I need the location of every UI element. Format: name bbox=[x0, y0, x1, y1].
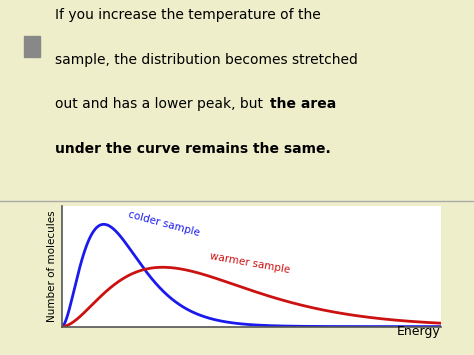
Text: the area: the area bbox=[270, 97, 337, 111]
Text: warmer sample: warmer sample bbox=[209, 251, 291, 275]
Text: sample, the distribution becomes stretched: sample, the distribution becomes stretch… bbox=[55, 53, 357, 67]
Text: out and has a lower peak, but: out and has a lower peak, but bbox=[55, 97, 267, 111]
Y-axis label: Number of molecules: Number of molecules bbox=[47, 211, 57, 322]
Text: If you increase the temperature of the: If you increase the temperature of the bbox=[55, 8, 320, 22]
Text: colder sample: colder sample bbox=[127, 209, 201, 237]
Bar bbox=[24, 37, 40, 57]
Text: under the curve remains the same.: under the curve remains the same. bbox=[55, 142, 330, 155]
Text: Energy: Energy bbox=[397, 325, 441, 338]
